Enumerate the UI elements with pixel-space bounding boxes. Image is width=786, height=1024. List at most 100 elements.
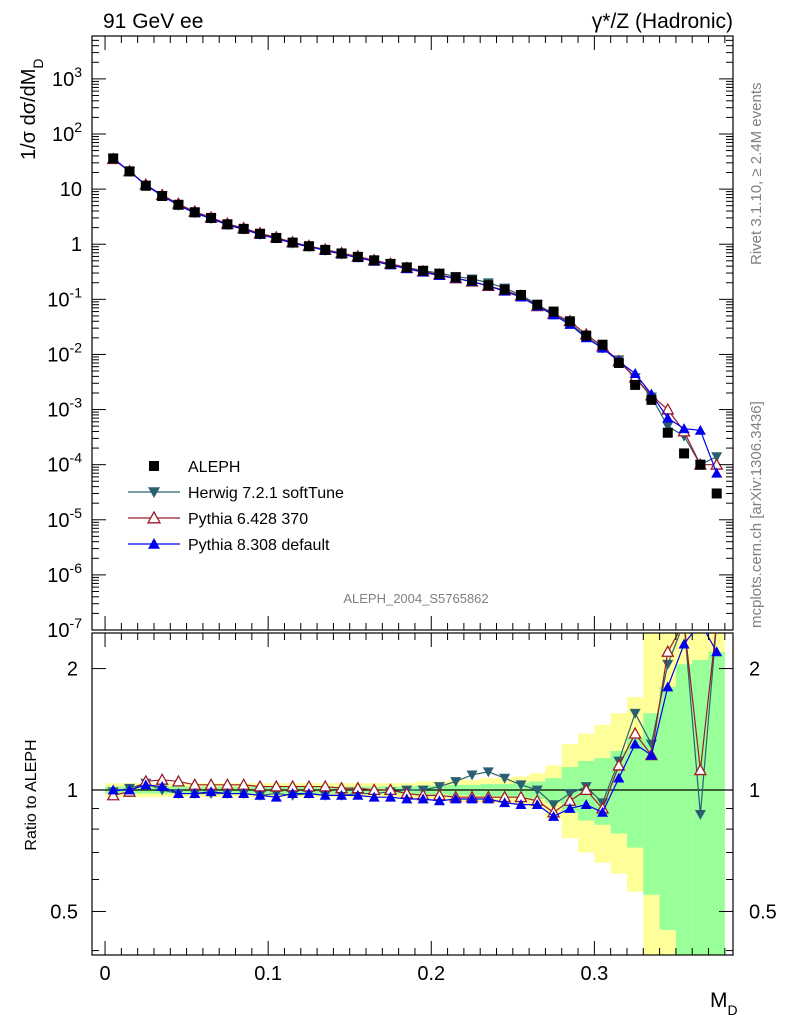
data-point	[515, 289, 526, 300]
data-point	[548, 810, 560, 821]
data-point	[612, 758, 626, 771]
data-point	[693, 763, 707, 776]
data-point	[148, 538, 160, 549]
legend-item: Pythia 6.428 370	[128, 510, 308, 528]
data-point	[189, 207, 200, 218]
data-point	[531, 785, 543, 796]
band_green-bin	[594, 758, 611, 825]
data-point	[336, 248, 347, 259]
legend-item: Pythia 8.308 default	[128, 537, 330, 554]
data-point	[694, 424, 706, 435]
data-point	[319, 789, 331, 800]
data-point	[254, 789, 266, 800]
analysis-watermark: ALEPH_2004_S5765862	[343, 591, 488, 606]
legend: ALEPH Herwig 7.2.1 softTune Pythia 6.428 3…	[128, 459, 344, 554]
data-point	[384, 791, 396, 802]
data-point	[205, 786, 217, 797]
data-point	[483, 280, 494, 291]
data-point	[140, 180, 151, 191]
ratio-y-tick-label: 1	[67, 780, 78, 802]
y-tick-label: 10-6	[47, 560, 82, 587]
data-point	[499, 773, 511, 784]
main-series	[106, 152, 724, 499]
data-point	[270, 791, 282, 802]
x-tick-label: 0.1	[254, 963, 282, 985]
legend-label: Pythia 8.308 default	[188, 537, 330, 554]
data-point	[157, 190, 168, 201]
data-point	[695, 459, 706, 470]
data-point	[629, 368, 641, 378]
data-point	[303, 241, 314, 252]
data-point	[467, 275, 478, 286]
x-tick-label: 0.2	[417, 963, 445, 985]
data-point	[434, 268, 445, 279]
y-tick-label: 102	[52, 119, 82, 146]
data-point	[433, 782, 445, 793]
data-point	[206, 212, 217, 223]
data-point	[148, 487, 160, 498]
data-point	[108, 153, 119, 164]
axes-layer: 0 0.1 0.2 0.3 10-7 10-6 10-5 10-4 10-3 10-2 10-1 1 1…	[47, 35, 777, 985]
data-point	[401, 793, 413, 804]
data-point	[597, 806, 609, 817]
ratio-y-tick-label: 2	[67, 659, 78, 681]
series-line	[112, 158, 717, 466]
data-point	[662, 412, 674, 423]
data-point	[352, 251, 363, 262]
x-tick-label: 0.3	[580, 963, 608, 985]
data-point	[417, 793, 429, 804]
legend-item: Herwig 7.2.1 softTune	[128, 485, 344, 502]
data-point	[711, 452, 723, 463]
data-point	[661, 645, 675, 657]
data-point	[515, 780, 527, 791]
y-tick-label: 10-7	[47, 615, 82, 642]
data-point	[238, 223, 249, 234]
data-point	[711, 646, 723, 657]
data-point	[466, 793, 478, 804]
y-tick-label: 10-1	[47, 284, 82, 311]
data-point	[579, 783, 593, 796]
data-point	[581, 330, 592, 341]
data-point	[662, 427, 673, 438]
data-point	[450, 793, 462, 804]
data-point	[564, 316, 575, 327]
y-tick-label: 10	[60, 179, 82, 201]
y-tick-label: 10-2	[47, 339, 82, 366]
series-herwig-7-2-1-softtune	[107, 154, 723, 471]
series-pythia-8-308-default	[107, 152, 723, 478]
rivet-label: Rivet 3.1.10, ≥ 2.4M events	[748, 83, 765, 266]
data-point	[564, 802, 576, 813]
data-point	[336, 789, 348, 800]
series-pythia-6-428-370	[106, 152, 724, 470]
x-axis-label: MD	[710, 989, 738, 1018]
data-point	[401, 262, 412, 273]
data-point	[646, 394, 657, 405]
series-line	[112, 157, 718, 474]
data-point	[678, 638, 690, 649]
band_green-bin	[675, 664, 693, 955]
data-point	[629, 708, 641, 719]
data-point	[385, 258, 396, 269]
data-point	[238, 788, 250, 798]
data-point	[711, 617, 722, 627]
data-point	[548, 306, 559, 317]
svg-text:MD: MD	[710, 989, 738, 1018]
data-point	[662, 421, 674, 432]
data-point	[679, 448, 690, 459]
data-point	[711, 618, 722, 628]
data-point	[172, 788, 184, 798]
data-point	[645, 749, 657, 760]
data-point	[171, 774, 186, 787]
y-tick-label: 1	[71, 234, 82, 256]
data-point	[613, 772, 625, 783]
ratio-y-tick-label-right: 1	[749, 780, 760, 802]
data-point	[678, 423, 690, 434]
band_green-bin	[626, 737, 644, 848]
data-point	[711, 488, 722, 499]
data-point	[221, 788, 233, 798]
band_green-bin	[708, 651, 725, 955]
data-point	[287, 788, 299, 798]
data-point	[254, 228, 265, 239]
data-point	[222, 219, 233, 230]
